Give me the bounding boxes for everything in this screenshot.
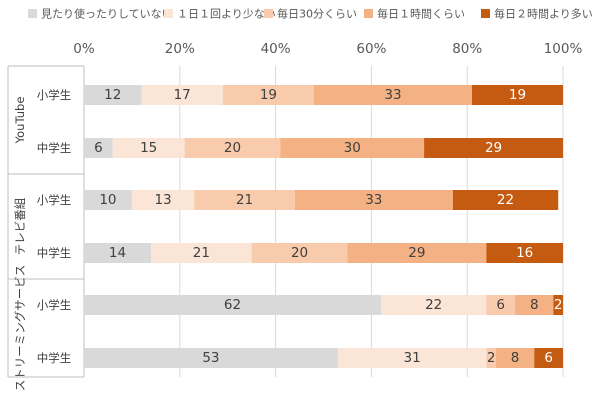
bar-2-0-0 — [84, 295, 381, 315]
data-label-0-1-0: 6 — [94, 140, 103, 156]
legend-swatch-4 — [481, 9, 490, 18]
x-tick-label-5: 100% — [544, 41, 583, 57]
group-label-0: YouTube — [13, 97, 27, 145]
x-tick-label-4: 80% — [452, 41, 482, 57]
data-label-1-1-1: 21 — [193, 245, 210, 261]
data-label-0-0-0: 12 — [104, 87, 121, 103]
category-frame — [7, 65, 85, 378]
legend-swatch-3 — [364, 9, 373, 18]
data-label-1-0-3: 33 — [365, 192, 382, 208]
row-label-1-1: 中学生 — [37, 246, 72, 260]
legend-swatch-1 — [164, 9, 173, 18]
data-label-2-1-1: 31 — [404, 350, 421, 366]
row-label-1-0: 小学生 — [37, 193, 72, 207]
data-label-0-0-2: 19 — [260, 87, 277, 103]
data-label-0-1-1: 15 — [140, 140, 157, 156]
bar-0-1-2 — [184, 138, 281, 158]
bar-2-0-2 — [486, 295, 516, 315]
bar-0-1-3 — [280, 138, 425, 158]
bar-1-1-1 — [151, 243, 252, 263]
data-label-1-0-0: 10 — [99, 192, 116, 208]
data-label-1-1-2: 20 — [291, 245, 308, 261]
bar-0-0-0 — [84, 85, 142, 105]
data-label-1-1-3: 29 — [408, 245, 425, 261]
data-label-1-1-4: 16 — [516, 245, 533, 261]
bar-0-0-3 — [313, 85, 472, 105]
data-label-0-0-3: 33 — [384, 87, 401, 103]
bar-0-1-1 — [112, 138, 185, 158]
data-label-0-0-1: 17 — [174, 87, 191, 103]
data-label-2-0-3: 8 — [530, 297, 539, 313]
bar-1-0-3 — [294, 190, 453, 210]
bar-2-1-1 — [337, 348, 487, 368]
data-label-2-1-0: 53 — [202, 350, 219, 366]
group-label-1: テレビ番組 — [13, 197, 27, 255]
data-label-1-0-4: 22 — [497, 192, 514, 208]
data-label-2-0-4: 2 — [554, 297, 563, 313]
bar-1-0-0 — [84, 190, 132, 210]
legend-label-0: 見たり使ったりしていない — [41, 8, 173, 21]
data-label-2-0-0: 62 — [224, 297, 241, 313]
data-label-2-1-3: 8 — [511, 350, 520, 366]
bar-1-0-4 — [452, 190, 559, 210]
x-tick-label-0: 0% — [73, 41, 95, 57]
row-label-2-1: 中学生 — [37, 351, 72, 365]
bar-2-1-4 — [534, 348, 563, 368]
bar-2-1-3 — [495, 348, 535, 368]
bar-2-1-0 — [84, 348, 338, 368]
data-label-0-1-3: 30 — [344, 140, 361, 156]
data-label-2-1-2: 2 — [487, 350, 496, 366]
data-label-2-0-2: 6 — [496, 297, 505, 313]
data-label-0-1-4: 29 — [485, 140, 502, 156]
legend-swatch-0 — [28, 9, 37, 18]
bar-1-0-1 — [131, 190, 195, 210]
bar-0-0-4 — [471, 85, 563, 105]
bar-0-1-0 — [84, 138, 113, 158]
bar-1-1-2 — [251, 243, 348, 263]
bar-0-0-2 — [222, 85, 314, 105]
bar-1-1-3 — [347, 243, 487, 263]
bar-2-0-3 — [515, 295, 554, 315]
bar-0-1-4 — [424, 138, 563, 158]
bar-2-0-4 — [553, 295, 563, 315]
data-label-1-1-0: 14 — [109, 245, 126, 261]
legend-swatch-2 — [264, 9, 273, 18]
data-label-1-0-1: 13 — [154, 192, 171, 208]
x-tick-label-1: 20% — [165, 41, 195, 57]
data-label-2-0-1: 22 — [425, 297, 442, 313]
row-label-0-0: 小学生 — [37, 88, 72, 102]
legend-label-4: 毎日２時間より多い — [494, 7, 593, 21]
bar-1-0-2 — [194, 190, 295, 210]
x-axis-tick-labels: 0% 20% 40% 60% 80% 100% — [73, 41, 582, 57]
x-tick-label-3: 60% — [356, 41, 386, 57]
group-label-2: ストリーミングサービス — [13, 265, 27, 392]
gridlines — [83, 66, 564, 377]
bar-1-1-0 — [84, 243, 152, 263]
bar-2-0-1 — [380, 295, 487, 315]
data-label-1-0-2: 21 — [236, 192, 253, 208]
legend-label-3: 毎日１時間くらい — [377, 8, 465, 21]
x-tick-label-2: 40% — [261, 41, 291, 57]
bar-1-1-4 — [486, 243, 563, 263]
legend-label-2: 毎日30分くらい — [277, 8, 357, 21]
bar-2-1-2 — [486, 348, 496, 368]
data-label-0-1-2: 20 — [224, 140, 241, 156]
legend-label-1: １日１回より少ない — [177, 8, 276, 21]
data-label-2-1-4: 6 — [544, 350, 553, 366]
data-label-0-0-4: 19 — [509, 87, 526, 103]
row-label-2-0: 小学生 — [37, 298, 72, 312]
bar-0-0-1 — [141, 85, 223, 105]
row-label-0-1: 中学生 — [37, 141, 72, 155]
legend: 見たり使ったりしていない １日１回より少ない 毎日30分くらい 毎日１時間くらい 毎日２… — [28, 7, 593, 21]
